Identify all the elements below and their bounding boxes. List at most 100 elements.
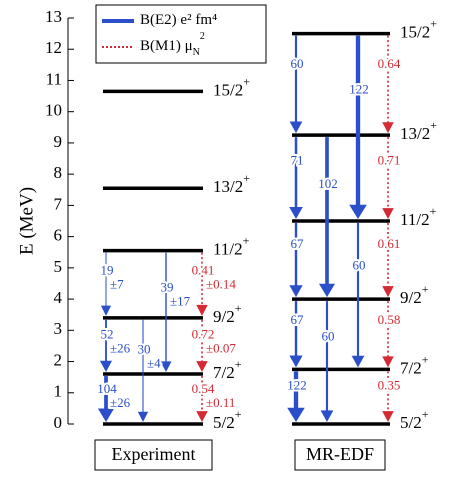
level-parity: + [422, 352, 429, 366]
transition-value: 104 [97, 381, 117, 396]
transition-uncertainty: ±0.14 [206, 277, 236, 292]
arrow-head [382, 356, 394, 368]
legend-box [95, 4, 267, 64]
y-tick-label: 11 [46, 69, 62, 88]
arrow-head [382, 208, 394, 219]
transition-value: 102 [318, 176, 338, 191]
arrow-head [320, 410, 334, 422]
panel-label-box [94, 439, 213, 471]
transition-value: 0.35 [378, 378, 401, 393]
y-tick-label: 0 [54, 413, 63, 432]
transition-value: 52 [101, 326, 114, 341]
level-parity: + [430, 16, 437, 30]
arrow-head [289, 206, 303, 219]
panel-label-box [294, 439, 386, 471]
level-spin: 15/2 [213, 80, 243, 99]
arrow-head [349, 204, 367, 219]
level-label: 13/2+ [213, 171, 250, 196]
transition-value: 67 [291, 236, 305, 251]
level-label: 9/2+ [400, 282, 429, 307]
level-label: 9/2+ [213, 301, 242, 326]
level-label: 11/2+ [213, 233, 250, 258]
y-tick-label: 2 [54, 350, 63, 369]
transition-value: 0.58 [378, 312, 401, 327]
level-parity: + [422, 282, 429, 296]
y-tick-label: 4 [54, 288, 63, 307]
panel-label: Experiment [112, 444, 196, 464]
level-spin: 7/2 [213, 363, 235, 382]
level-label: 15/2+ [213, 74, 250, 99]
transition-uncertainty: ±7 [110, 277, 124, 292]
transition-value: 0.54 [192, 381, 215, 396]
transition-uncertainty: ±26 [110, 395, 131, 410]
legend-label: B(E2) e² fm⁴ [140, 12, 217, 28]
transition-uncertainty: ±17 [170, 293, 191, 308]
arrow-head [196, 304, 208, 316]
arrow-head [289, 285, 303, 298]
legend-name: B(M1) [140, 38, 181, 54]
arrow-head [160, 361, 172, 373]
level-label: 7/2+ [213, 357, 242, 382]
arrow-head [289, 121, 303, 134]
level-parity: + [235, 301, 242, 315]
y-tick-label: 10 [45, 101, 62, 120]
arrow-head [382, 122, 394, 134]
arrow-head [287, 407, 305, 422]
level-spin: 13/2 [400, 124, 430, 143]
y-tick-label: 5 [54, 257, 63, 276]
level-parity: + [243, 74, 250, 88]
level-label: 5/2+ [400, 407, 429, 432]
level-spin: 11/2 [213, 240, 243, 259]
arrow-head [289, 355, 303, 368]
legend-label: B(M1) μN2 [140, 31, 205, 58]
y-tick-label: 3 [54, 319, 63, 338]
level-label: 11/2+ [400, 204, 437, 229]
transition-uncertainty: ±0.07 [206, 340, 236, 355]
legend-unit-sup: 2 [200, 31, 205, 42]
legend-unit: μ [185, 38, 193, 54]
arrow-head [97, 408, 115, 422]
transition-value: 67 [291, 312, 305, 327]
arrow-head [137, 411, 149, 422]
y-tick-label: 13 [45, 7, 62, 26]
y-tick-label: 6 [54, 226, 63, 245]
arrow-head [382, 286, 394, 298]
transition-value: 0.61 [378, 236, 401, 251]
level-parity: + [243, 233, 250, 247]
y-tick-label: 8 [54, 163, 63, 182]
transition-value: 19 [101, 263, 114, 278]
level-spin: 7/2 [400, 358, 422, 377]
level-label: 7/2+ [400, 352, 429, 377]
arrow-head [99, 360, 113, 373]
panel-label: MR-EDF [306, 444, 374, 464]
transition-value: 122 [349, 82, 369, 97]
transition-value: 0.71 [378, 153, 401, 168]
legend-unit: e² fm⁴ [180, 12, 217, 28]
transition-value: 122 [287, 378, 307, 393]
y-tick-label: 7 [54, 194, 63, 213]
transition-value: 60 [291, 56, 304, 71]
legend-name: B(E2) [140, 12, 177, 28]
transition-value: 0.64 [378, 56, 401, 71]
level-parity: + [430, 204, 437, 218]
level-parity: + [422, 407, 429, 421]
arrow-head [100, 305, 112, 316]
y-tick-label: 1 [54, 382, 63, 401]
level-label: 13/2+ [400, 118, 437, 143]
level-parity: + [243, 171, 250, 185]
level-spin: 5/2 [400, 413, 422, 432]
level-parity: + [235, 407, 242, 421]
transition-uncertainty: ±0.11 [206, 395, 235, 410]
level-label: 15/2+ [400, 16, 437, 41]
transition-value: 39 [161, 279, 174, 294]
level-spin: 15/2 [400, 23, 430, 42]
y-axis-label: E (MeV) [16, 187, 37, 255]
transition-uncertainty: ±26 [110, 340, 131, 355]
transition-value: 71 [291, 153, 304, 168]
arrow-head [196, 361, 208, 373]
arrow-head [382, 411, 394, 422]
y-tick-label: 12 [45, 38, 62, 57]
level-spin: 9/2 [400, 288, 422, 307]
level-spin: 9/2 [213, 307, 235, 326]
